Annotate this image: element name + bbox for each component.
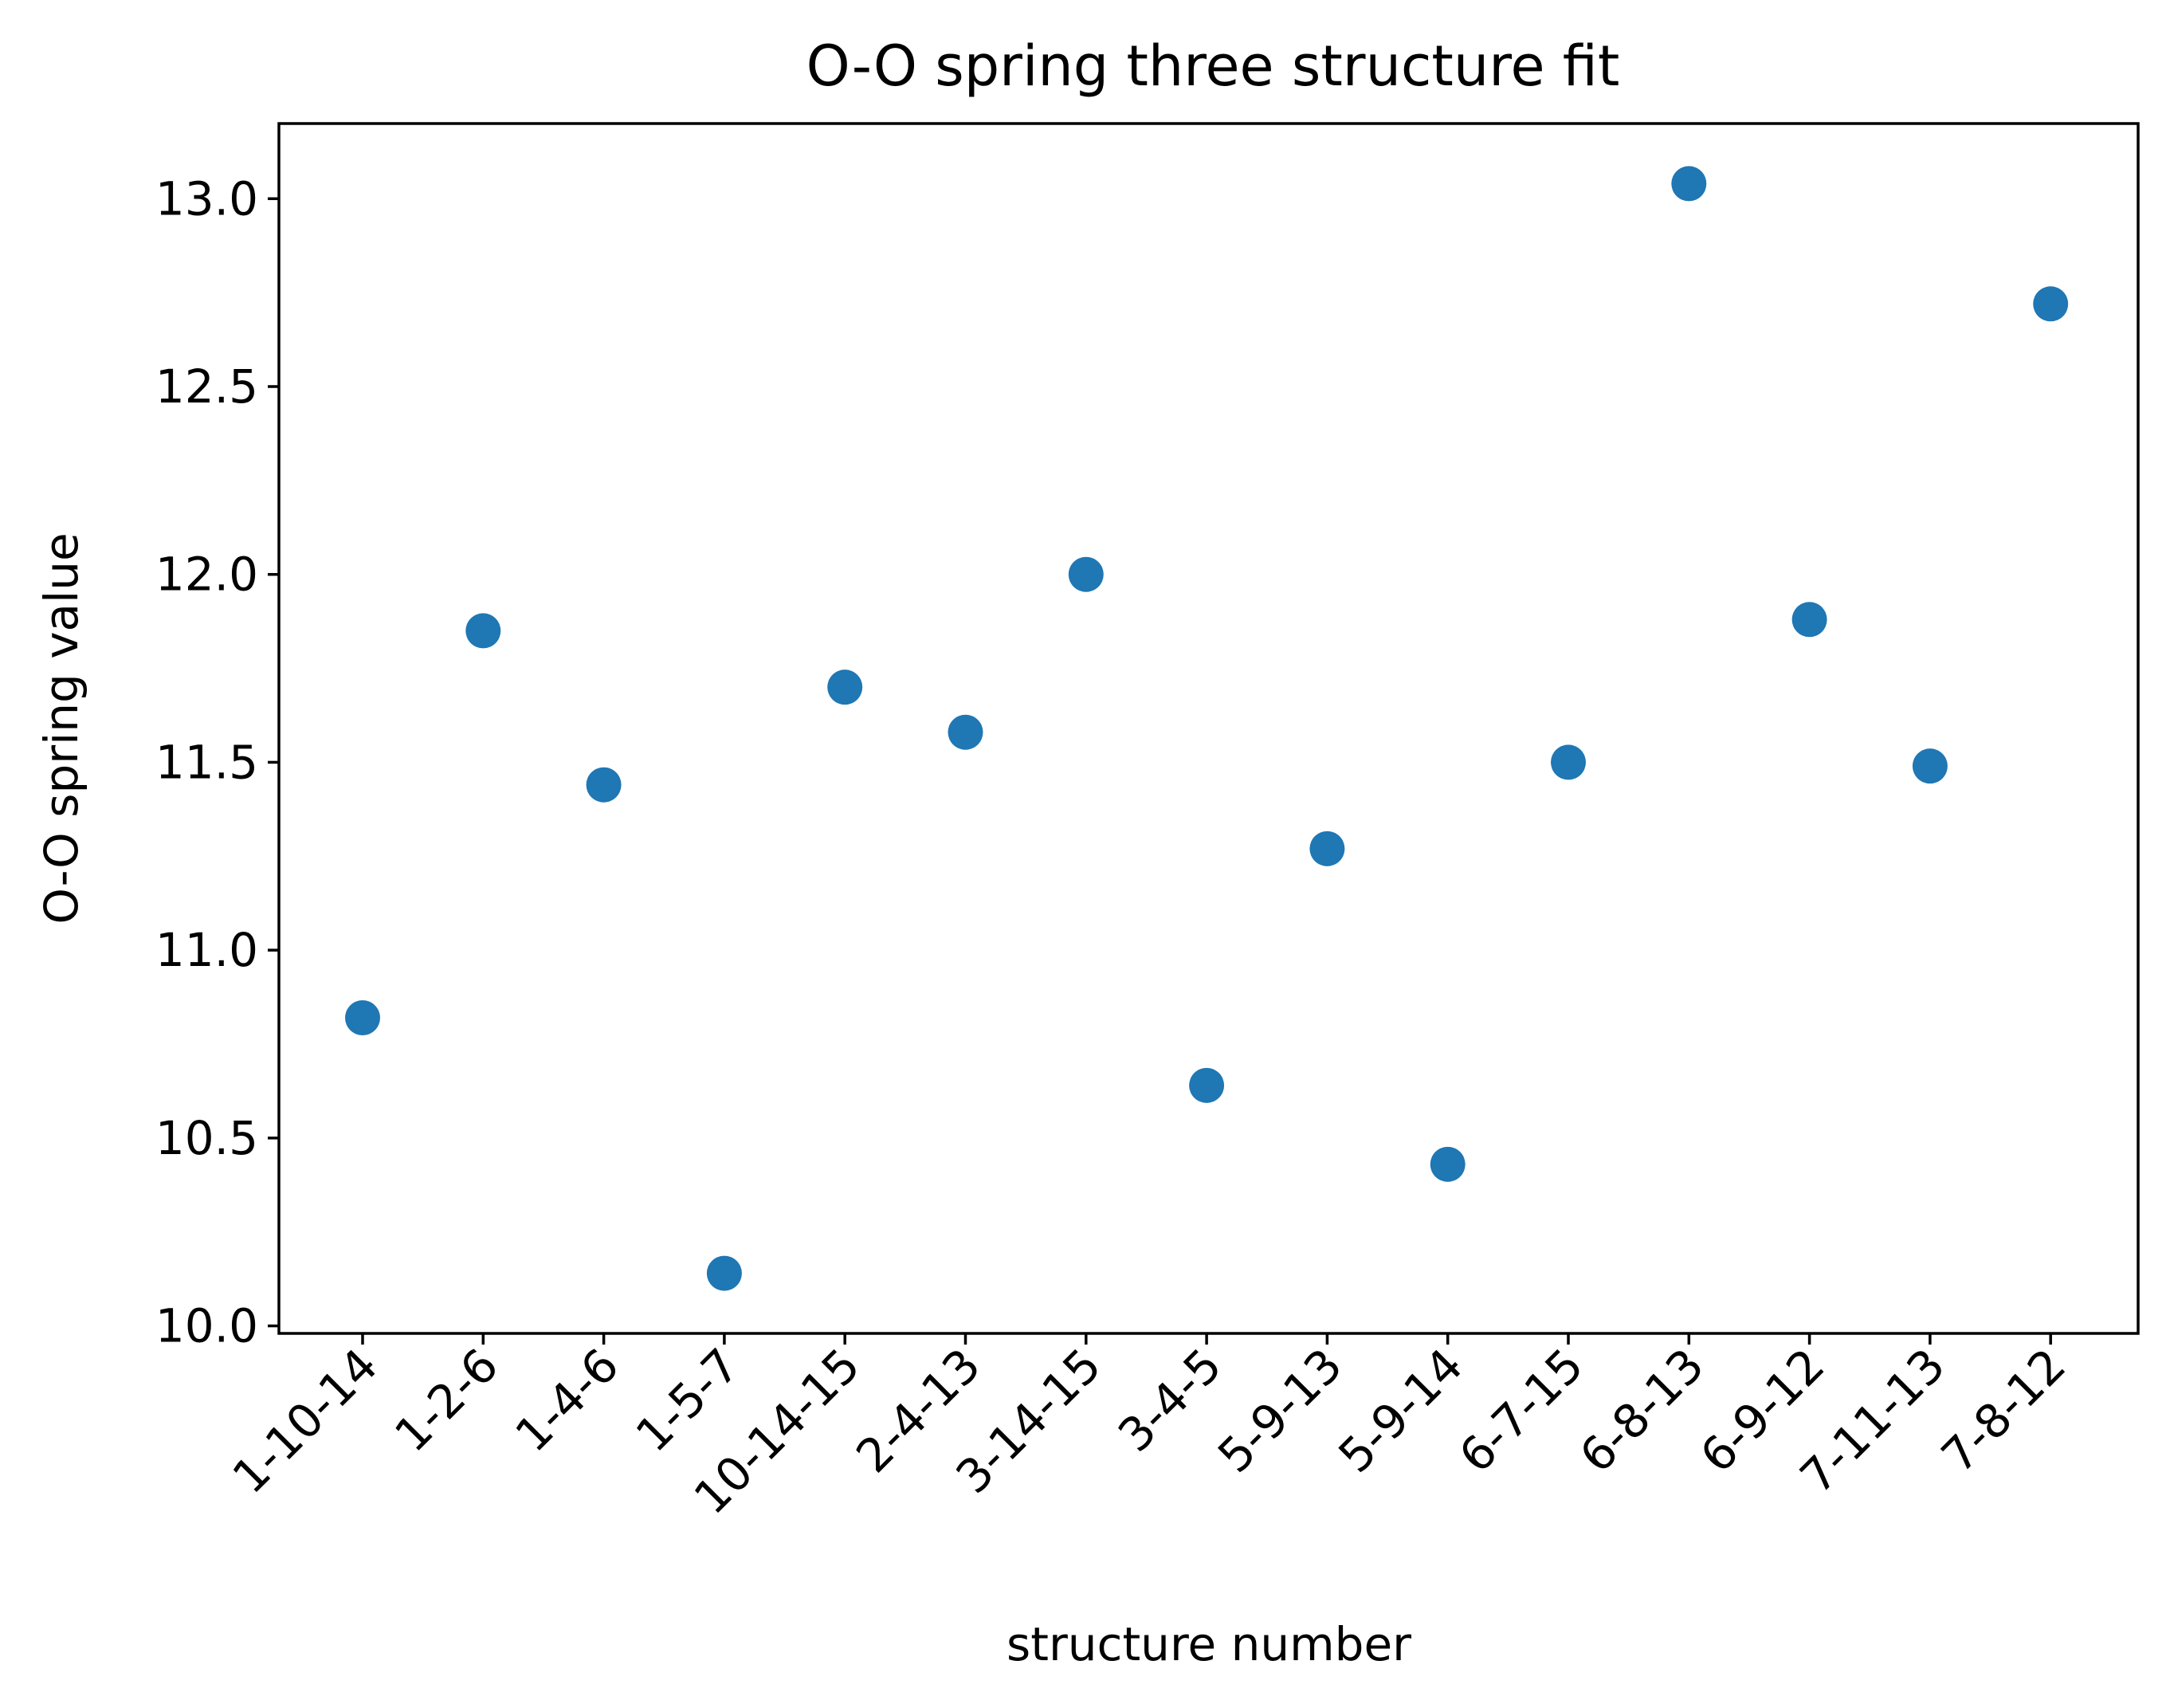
x-tick-label: 1-4-6	[505, 1338, 630, 1463]
data-point	[1791, 602, 1827, 638]
y-tick-label: 12.5	[155, 359, 258, 414]
data-point	[1551, 744, 1586, 780]
data-point	[1068, 556, 1104, 592]
y-tick-label: 10.0	[155, 1299, 258, 1353]
x-tick-label: 5-9-14	[1328, 1338, 1473, 1483]
data-point	[1430, 1146, 1466, 1182]
data-point	[586, 767, 622, 803]
data-point	[1912, 748, 1948, 784]
x-tick-label: 6-8-13	[1569, 1338, 1714, 1483]
x-tick-label: 1-2-6	[384, 1338, 508, 1463]
data-point	[2033, 286, 2069, 322]
y-tick-label: 10.5	[155, 1111, 258, 1165]
x-axis-label: structure number	[1007, 1617, 1411, 1671]
y-tick-label: 11.0	[155, 923, 258, 977]
y-tick-label: 11.5	[155, 735, 258, 789]
data-point	[827, 669, 863, 705]
plot-frame	[277, 122, 2140, 1335]
y-tick-label: 13.0	[155, 171, 258, 226]
chart-title: O-O spring three structure fit	[806, 33, 1620, 99]
data-point	[706, 1255, 742, 1291]
data-point	[465, 613, 501, 649]
data-point	[948, 714, 983, 750]
x-tick-label: 6-7-15	[1449, 1338, 1594, 1483]
y-tick-label: 12.0	[155, 548, 258, 602]
data-point	[1189, 1067, 1225, 1103]
plot-area: 10.0 10.5 11.0 11.5 12.0 12.5 13.0 1-10-141-2-6…	[155, 166, 2076, 1525]
data-point	[1309, 830, 1345, 866]
data-point	[1671, 166, 1707, 202]
y-axis-label: O-O spring value	[34, 532, 88, 924]
data-point	[345, 1000, 380, 1035]
x-tick-label: 5-9-13	[1207, 1338, 1352, 1483]
x-tick-label: 7-8-12	[1931, 1338, 2076, 1483]
x-tick-label: 1-10-14	[222, 1338, 388, 1504]
